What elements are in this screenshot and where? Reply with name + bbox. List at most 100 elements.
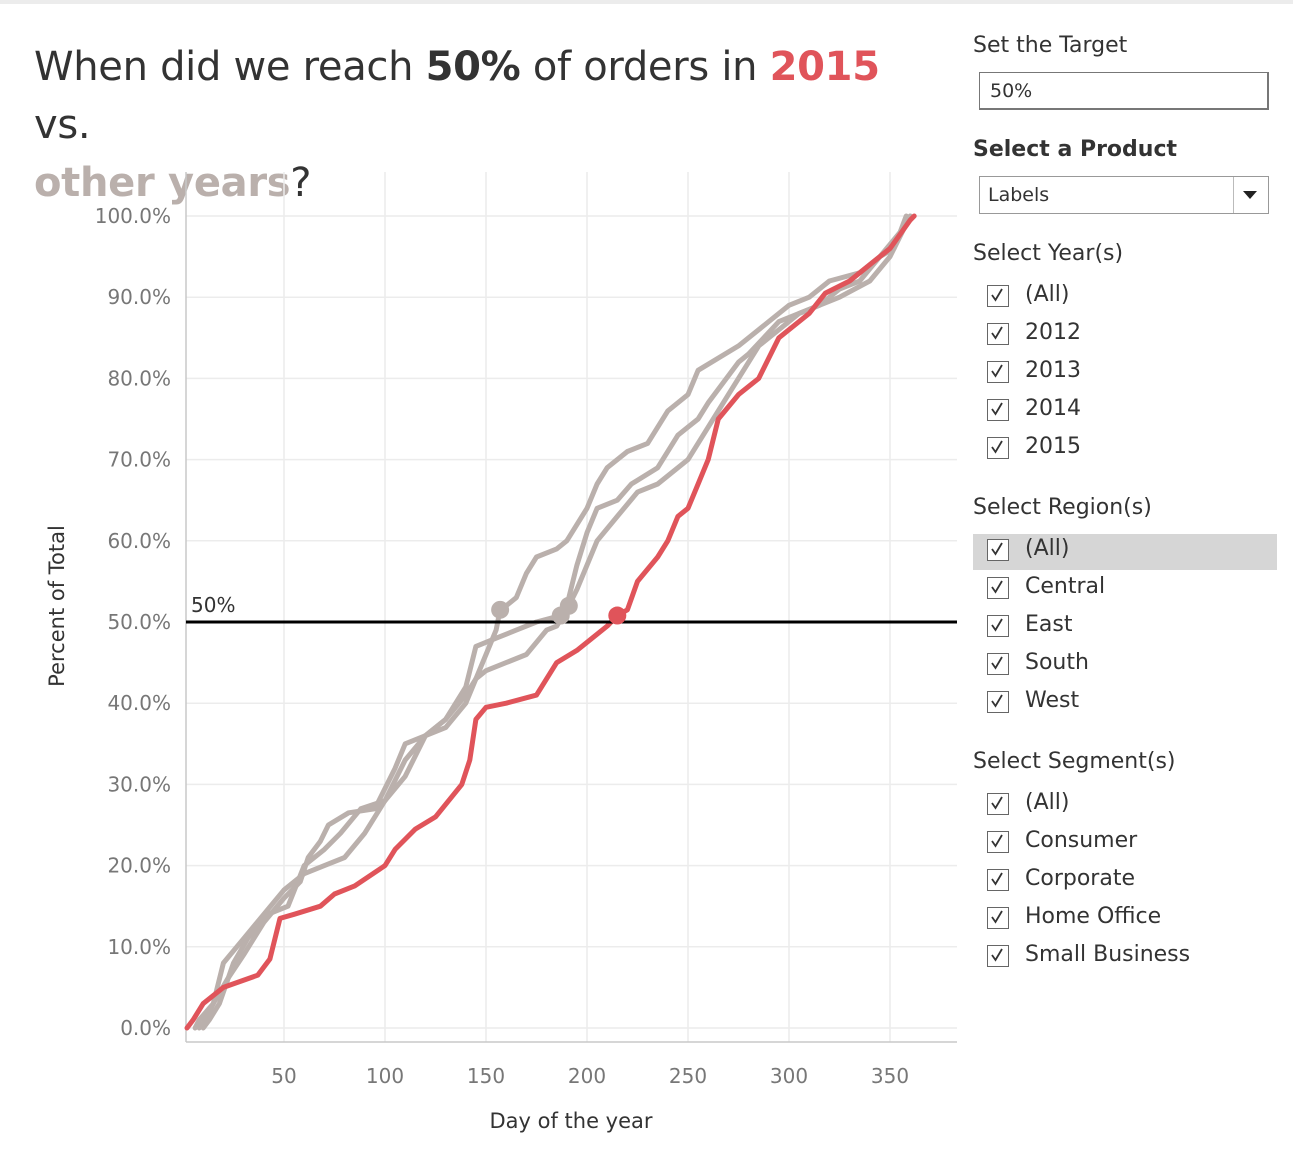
checkmark-icon <box>991 618 1003 632</box>
series-line-highlight <box>184 213 917 1031</box>
y-tick-label: 70.0% <box>107 448 171 472</box>
years-option-0[interactable]: (All) <box>973 280 1277 316</box>
y-tick-label: 50.0% <box>107 610 171 634</box>
checkbox[interactable] <box>987 399 1009 421</box>
checkbox-label: Small Business <box>1025 942 1191 967</box>
target-input[interactable] <box>979 72 1269 110</box>
checkmark-icon <box>991 910 1003 924</box>
regions-option-1[interactable]: Central <box>973 572 1277 608</box>
checkbox[interactable] <box>987 539 1009 561</box>
y-axis-title: Percent of Total <box>45 525 69 687</box>
segments-option-1[interactable]: Consumer <box>973 826 1277 862</box>
regions-option-2[interactable]: East <box>973 610 1277 646</box>
title-part-3: vs. <box>34 102 91 148</box>
chevron-down-icon[interactable] <box>1243 191 1257 199</box>
checkbox-label: West <box>1025 688 1080 713</box>
checkbox-label: (All) <box>1025 536 1070 561</box>
checkmark-icon <box>991 440 1003 454</box>
y-tick-label: 90.0% <box>107 285 171 309</box>
checkbox[interactable] <box>987 831 1009 853</box>
product-select[interactable]: Labels <box>979 176 1269 214</box>
page-title: When did we reach 50% of orders in 2015 … <box>34 38 934 212</box>
checkbox[interactable] <box>987 869 1009 891</box>
checkbox[interactable] <box>987 945 1009 967</box>
years-option-3[interactable]: 2014 <box>973 394 1277 430</box>
checkmark-icon <box>991 288 1003 302</box>
checkmark-icon <box>991 656 1003 670</box>
years-option-4[interactable]: 2015 <box>973 432 1277 468</box>
target-point-highlight[interactable] <box>608 606 627 625</box>
segments-option-2[interactable]: Corporate <box>973 864 1277 900</box>
regions-option-4[interactable]: West <box>973 686 1277 722</box>
y-tick-label: 30.0% <box>107 772 171 796</box>
checkmark-icon <box>991 580 1003 594</box>
checkbox-label: (All) <box>1025 282 1070 307</box>
cumulative-orders-chart: 0.0% 10.0% 20.0% 30.0% 40.0% 50.0% 60.0% 70.0% 8… <box>45 172 957 1133</box>
segments-label: Select Segment(s) <box>973 749 1176 774</box>
target-label: Set the Target <box>973 33 1128 58</box>
top-divider <box>0 0 1293 4</box>
checkbox[interactable] <box>987 691 1009 713</box>
checkmark-icon <box>991 402 1003 416</box>
years-label: Select Year(s) <box>973 241 1124 266</box>
regions-option-0[interactable]: (All) <box>973 534 1277 570</box>
checkmark-icon <box>991 948 1003 962</box>
x-tick-label: 200 <box>568 1064 606 1088</box>
title-year: 2015 <box>769 44 880 90</box>
reference-line-label: 50% <box>191 593 235 617</box>
product-select-value: Labels <box>988 184 1050 206</box>
checkbox[interactable] <box>987 323 1009 345</box>
y-tick-label: 10.0% <box>107 935 171 959</box>
regions-label: Select Region(s) <box>973 495 1152 520</box>
checkbox-label: Corporate <box>1025 866 1135 891</box>
checkbox[interactable] <box>987 577 1009 599</box>
checkbox[interactable] <box>987 793 1009 815</box>
y-tick-label: 60.0% <box>107 529 171 553</box>
checkbox-label: Home Office <box>1025 904 1162 929</box>
checkbox[interactable] <box>987 437 1009 459</box>
x-tick-label: 350 <box>871 1064 909 1088</box>
checkbox-label: 2014 <box>1025 396 1081 421</box>
checkbox[interactable] <box>987 615 1009 637</box>
y-tick-label: 0.0% <box>120 1016 171 1040</box>
checkmark-icon <box>991 872 1003 886</box>
title-part-4: ? <box>290 160 312 206</box>
checkmark-icon <box>991 326 1003 340</box>
x-tick-label: 100 <box>366 1064 404 1088</box>
checkbox[interactable] <box>987 285 1009 307</box>
years-option-2[interactable]: 2013 <box>973 356 1277 392</box>
series-line-other <box>200 213 913 1031</box>
title-part-1: When did we reach <box>34 44 426 90</box>
checkbox-label: (All) <box>1025 790 1070 815</box>
checkbox[interactable] <box>987 653 1009 675</box>
segments-option-4[interactable]: Small Business <box>973 940 1277 976</box>
segments-option-3[interactable]: Home Office <box>973 902 1277 938</box>
target-point-other[interactable] <box>491 600 510 619</box>
y-tick-label: 100.0% <box>95 204 171 228</box>
checkmark-icon <box>991 694 1003 708</box>
checkbox-label: 2013 <box>1025 358 1081 383</box>
checkbox-label: 2015 <box>1025 434 1081 459</box>
checkbox-label: Consumer <box>1025 828 1138 853</box>
select-divider <box>1233 177 1234 213</box>
checkbox-label: Central <box>1025 574 1106 599</box>
x-tick-label: 300 <box>770 1064 808 1088</box>
segments-option-0[interactable]: (All) <box>973 788 1277 824</box>
x-axis-title: Day of the year <box>489 1109 652 1133</box>
title-target: 50% <box>425 44 521 90</box>
regions-option-3[interactable]: South <box>973 648 1277 684</box>
x-tick-label: 50 <box>271 1064 296 1088</box>
x-tick-label: 150 <box>467 1064 505 1088</box>
x-tick-label: 250 <box>669 1064 707 1088</box>
checkbox[interactable] <box>987 907 1009 929</box>
checkmark-icon <box>991 834 1003 848</box>
target-point-other[interactable] <box>559 596 578 615</box>
checkbox-label: South <box>1025 650 1089 675</box>
checkbox[interactable] <box>987 361 1009 383</box>
title-part-2: of orders in <box>520 44 770 90</box>
years-option-1[interactable]: 2012 <box>973 318 1277 354</box>
title-other-years: other years <box>34 160 291 206</box>
y-tick-label: 20.0% <box>107 854 171 878</box>
product-label: Select a Product <box>973 137 1178 162</box>
checkbox-label: East <box>1025 612 1073 637</box>
